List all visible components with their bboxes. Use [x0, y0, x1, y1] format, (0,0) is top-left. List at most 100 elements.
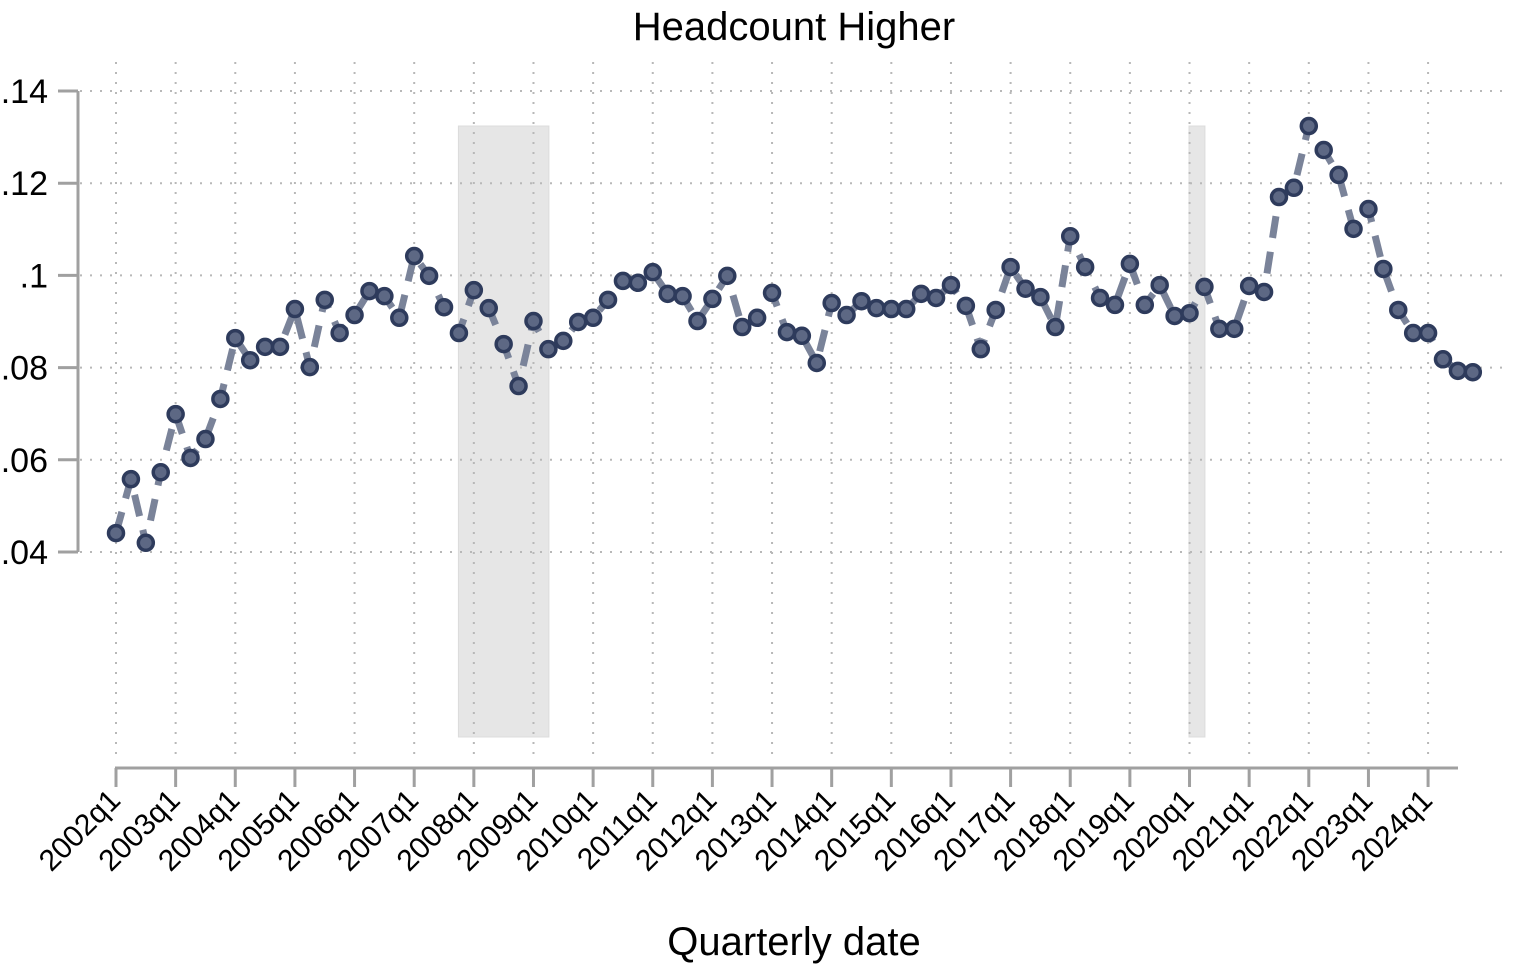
data-point-marker — [375, 286, 394, 306]
data-point-marker — [255, 337, 275, 357]
data-point-marker — [1254, 282, 1274, 302]
data-point-marker — [1225, 319, 1244, 339]
y-tick-label: .14 — [1, 73, 48, 111]
data-point-marker — [867, 298, 886, 318]
data-point-marker — [911, 284, 931, 304]
data-point-marker — [1046, 317, 1065, 337]
data-point-marker — [1389, 300, 1408, 320]
data-point-marker — [315, 290, 334, 310]
data-point-marker — [345, 305, 364, 325]
data-point-marker — [211, 389, 230, 409]
data-point-marker — [583, 308, 603, 328]
data-point-marker — [121, 469, 141, 489]
data-point-marker — [896, 299, 916, 319]
recession-band — [457, 125, 550, 738]
data-point-marker — [151, 462, 170, 482]
x-axis-title: Quarterly date — [667, 920, 920, 964]
chart-title: Headcount Higher — [633, 5, 955, 49]
data-point-marker — [822, 293, 841, 313]
data-point-marker — [1150, 275, 1169, 295]
data-point-marker — [300, 357, 320, 377]
data-point-marker — [1359, 199, 1378, 219]
data-point-marker — [419, 266, 439, 286]
data-point-marker — [554, 331, 573, 351]
data-point-marker — [390, 308, 409, 328]
data-point-marker — [658, 284, 677, 304]
data-point-marker — [1433, 350, 1453, 369]
data-point-marker — [1239, 276, 1259, 296]
data-point-marker — [1031, 287, 1050, 307]
data-point-marker — [1135, 295, 1155, 315]
data-point-marker — [1075, 257, 1095, 277]
data-point-marker — [688, 311, 707, 331]
data-point-marker — [1090, 288, 1110, 308]
data-point-marker — [956, 296, 976, 316]
data-point-marker — [703, 289, 722, 309]
data-point-marker — [360, 281, 379, 301]
data-point-marker — [1060, 226, 1080, 246]
data-point-marker — [1463, 362, 1483, 382]
data-point-marker — [1329, 165, 1348, 185]
data-point-marker — [807, 353, 827, 373]
data-point-marker — [136, 533, 156, 553]
data-point-marker — [1448, 361, 1468, 381]
data-point-marker — [1195, 277, 1214, 297]
data-point-marker — [181, 448, 200, 468]
y-tick-label: .04 — [1, 534, 48, 572]
data-point-marker — [1210, 319, 1229, 339]
data-point-marker — [971, 339, 991, 359]
recession-band — [1188, 125, 1206, 738]
y-tick-label: .1 — [20, 257, 48, 295]
recession-shading — [457, 125, 1206, 738]
data-point-marker — [404, 246, 424, 266]
data-point-marker — [1284, 178, 1304, 198]
y-tick-label: .06 — [1, 442, 48, 480]
data-point-marker — [106, 523, 126, 543]
y-tick-label: .12 — [1, 165, 48, 203]
data-point-marker — [464, 280, 484, 300]
data-point-marker — [1105, 295, 1125, 315]
data-point-marker — [673, 286, 692, 306]
data-point-marker — [926, 288, 946, 308]
data-point-marker — [1403, 323, 1423, 343]
data-point-marker — [643, 262, 663, 282]
y-tick-label: .08 — [1, 350, 48, 388]
data-point-marker — [777, 322, 797, 342]
data-point-marker — [986, 300, 1005, 320]
data-point-marker — [1180, 303, 1199, 323]
axes: .14.12.1.08.06.042002q12003q12004q12005q… — [1, 73, 1458, 878]
data-point-marker — [270, 337, 290, 357]
data-point-marker — [434, 297, 454, 317]
data-point-marker — [613, 271, 633, 291]
data-point-marker — [449, 323, 469, 343]
data-point-marker — [524, 311, 543, 331]
gridlines — [80, 62, 1505, 762]
series-markers — [106, 116, 1483, 553]
data-point-marker — [1418, 323, 1438, 343]
data-point-marker — [1165, 306, 1184, 326]
data-point-marker — [1001, 257, 1020, 277]
data-point-marker — [837, 305, 856, 325]
data-point-marker — [882, 299, 901, 319]
data-point-marker — [509, 376, 528, 396]
data-point-marker — [598, 290, 618, 310]
data-point-marker — [628, 273, 648, 293]
data-point-marker — [1120, 254, 1140, 274]
data-point-marker — [166, 404, 185, 424]
data-point-marker — [1314, 140, 1333, 160]
data-point-marker — [196, 429, 215, 449]
data-point-marker — [747, 308, 767, 328]
data-point-marker — [1344, 219, 1363, 239]
data-point-marker — [852, 291, 871, 311]
data-point-marker — [1374, 259, 1393, 279]
data-point-marker — [240, 350, 260, 370]
data-point-marker — [226, 328, 245, 348]
data-point-marker — [330, 323, 349, 343]
data-point-marker — [539, 339, 558, 359]
data-point-marker — [732, 317, 752, 337]
data-point-marker — [762, 283, 782, 303]
data-point-marker — [792, 326, 812, 346]
data-point-marker — [941, 275, 961, 295]
